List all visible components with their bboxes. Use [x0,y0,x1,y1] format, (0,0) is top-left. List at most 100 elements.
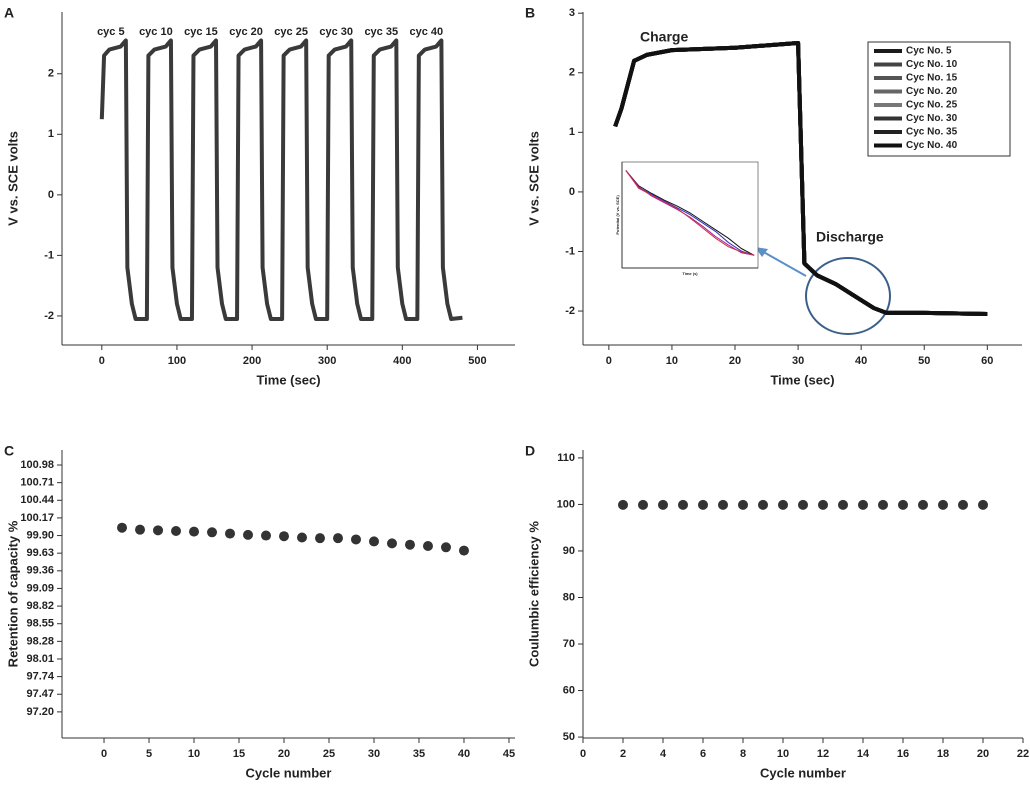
x-tick-label: 100 [168,355,186,367]
y-tick-label: 98.55 [26,618,54,630]
y-tick-label: 80 [563,591,575,603]
y-axis-label: V vs. SCE volts [526,131,541,226]
annotation: Discharge [816,229,884,245]
x-tick-label: 400 [393,355,411,367]
point [758,499,768,510]
point [858,499,868,510]
y-tick-label: 60 [563,684,575,696]
point [332,533,343,544]
arrow [759,249,807,277]
point [117,522,128,533]
legend-label: Cyc No. 35 [906,127,958,138]
y-tick-label: 90 [563,545,575,557]
y-tick-label: 1 [48,128,54,140]
point [838,499,848,510]
point [458,545,469,556]
cycle-label: cyc 35 [364,26,398,38]
x-tick-label: 14 [857,748,870,760]
y-tick-label: -1 [44,249,54,261]
point [279,531,290,542]
point [878,499,888,510]
x-tick-label: 18 [937,748,949,760]
x-tick-label: 50 [918,355,930,367]
legend-label: Cyc No. 40 [906,140,958,151]
point [798,499,808,510]
y-axis-label: V vs. SCE volts [5,131,20,226]
point [958,499,968,510]
legend-box [867,41,1011,157]
legend-label: Cyc No. 5 [906,46,952,57]
x-tick-label: 5 [146,748,152,760]
line [625,170,755,256]
y-tick-label: 100.71 [20,477,54,489]
y-tick-label: 100.98 [20,459,54,471]
annotation: Charge [640,29,688,45]
y-tick-label: -2 [44,310,54,322]
point [296,532,307,543]
panel-label: D [525,443,535,459]
x-tick-label: 8 [740,748,746,760]
legend-label: Cyc No. 15 [906,73,958,84]
x-tick-label: 35 [413,748,425,760]
point [422,541,433,551]
point [135,524,146,535]
y-tick-label: 100.44 [20,494,55,506]
point [898,499,908,510]
x-tick-label: 30 [792,355,804,367]
panel-label: C [4,443,14,459]
y-tick-label: -1 [565,245,575,257]
y-tick-label: 99.09 [26,582,54,594]
cycle-label: cyc 25 [274,26,308,38]
y-tick-label: 99.36 [26,565,54,577]
line [613,40,988,317]
y-tick-label: 98.28 [26,635,54,647]
point [778,499,788,510]
y-tick-label: 1 [569,126,575,138]
x-tick-label: 16 [897,748,909,760]
point [189,526,200,537]
legend-label: Cyc No. 10 [906,59,958,70]
x-tick-label: 0 [606,355,612,367]
point [171,525,182,536]
point [153,525,164,536]
point [207,527,218,538]
point [386,538,397,549]
x-tick-label: 4 [660,748,667,760]
x-tick-label: 60 [981,355,993,367]
y-tick-label: -2 [565,305,575,317]
x-axis-label: Time (s) [682,271,698,276]
point [918,499,928,510]
y-tick-label: 0 [569,186,575,198]
x-axis-label: Cycle number [760,765,846,780]
point [440,542,451,553]
point [368,536,379,547]
y-tick-label: 100.17 [20,512,54,524]
y-tick-label: 2 [569,67,575,79]
x-tick-label: 40 [458,748,470,760]
point [350,534,361,545]
y-tick-label: 97.20 [26,706,54,718]
point [261,530,272,541]
point [618,499,628,510]
cycle-label: cyc 20 [229,26,263,38]
y-tick-label: 110 [557,452,575,464]
x-axis-label: Time (sec) [770,372,834,387]
x-axis-label: Cycle number [246,765,332,780]
point [738,499,748,510]
line [99,38,463,321]
x-axis-label: Time (sec) [256,372,320,387]
x-tick-label: 45 [503,748,515,760]
line [625,170,755,256]
x-tick-label: 500 [468,355,486,367]
cycle-label: cyc 40 [410,26,444,38]
cycle-label: cyc 5 [97,26,125,38]
x-tick-label: 0 [101,748,107,760]
x-tick-label: 20 [278,748,290,760]
y-tick-label: 2 [48,68,54,80]
point [314,533,325,544]
point [658,499,668,510]
x-tick-label: 0 [580,748,586,760]
point [678,499,688,510]
x-tick-label: 30 [368,748,380,760]
